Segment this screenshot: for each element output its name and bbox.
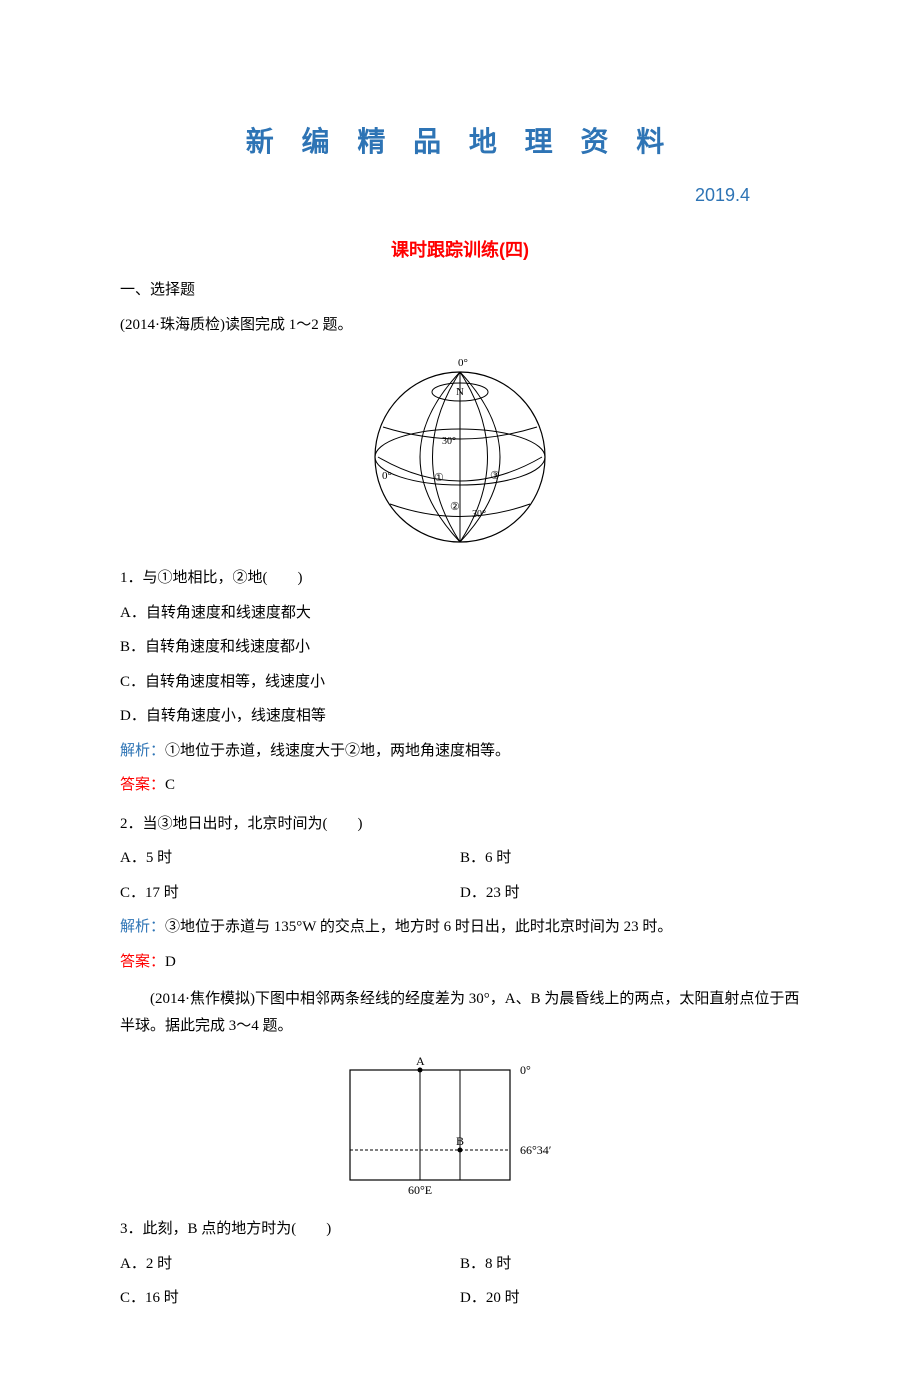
map-svg: A B 0° 66°34′ 60°E — [320, 1050, 600, 1200]
q1-option-d: D．自转角速度小，线速度相等 — [120, 702, 800, 731]
marker-2: ② — [450, 501, 460, 513]
marker-1: ① — [434, 472, 444, 484]
q1-stem: 1．与①地相比，②地( ) — [120, 564, 800, 593]
q2-options-row1: A．5 时 B．6 时 — [120, 844, 800, 873]
q3-options-row1: A．2 时 B．8 时 — [120, 1250, 800, 1279]
label-top-0: 0° — [458, 357, 468, 369]
q1-option-c: C．自转角速度相等，线速度小 — [120, 668, 800, 697]
answer-label: 答案： — [120, 777, 165, 793]
q1-analysis: 解析：①地位于赤道，线速度大于②地，两地角速度相等。 — [120, 737, 800, 766]
label-a: A — [416, 1054, 425, 1068]
globe-svg: 0° N 30° 0° 30° ① ② ③ — [350, 349, 570, 549]
q1-analysis-text: ①地位于赤道，线速度大于②地，两地角速度相等。 — [165, 743, 510, 759]
label-lat66: 66°34′ — [520, 1143, 552, 1157]
q2-answer: 答案：D — [120, 948, 800, 977]
figure-1-globe: 0° N 30° 0° 30° ① ② ③ — [120, 349, 800, 554]
q3-option-b: B．8 时 — [460, 1250, 800, 1279]
section-title: 一、选择题 — [120, 277, 800, 304]
q3-stem: 3．此刻，B 点的地方时为( ) — [120, 1215, 800, 1244]
q3-option-c: C．16 时 — [120, 1284, 460, 1313]
q2-option-b: B．6 时 — [460, 844, 800, 873]
q1-option-a: A．自转角速度和线速度都大 — [120, 599, 800, 628]
label-lat30-bottom: 30° — [472, 509, 486, 520]
q1-answer: 答案：C — [120, 771, 800, 800]
subtitle: 课时跟踪训练(四) — [120, 236, 800, 262]
marker-3: ③ — [490, 470, 500, 482]
q2-stem: 2．当③地日出时，北京时间为( ) — [120, 810, 800, 839]
label-lat0: 0° — [520, 1063, 531, 1077]
label-lon60: 60°E — [408, 1183, 432, 1197]
q3-option-d: D．20 时 — [460, 1284, 800, 1313]
label-b: B — [456, 1134, 464, 1148]
q3-option-a: A．2 时 — [120, 1250, 460, 1279]
question-intro-2: (2014·焦作模拟)下图中相邻两条经线的经度差为 30°，A、B 为晨昏线上的… — [120, 986, 800, 1040]
figure-2-map: A B 0° 66°34′ 60°E — [120, 1050, 800, 1205]
analysis-label: 解析： — [120, 743, 165, 759]
q2-option-c: C．17 时 — [120, 879, 460, 908]
question-intro-1: (2014·珠海质检)读图完成 1～2 题。 — [120, 312, 800, 339]
label-lat30-top: 30° — [442, 436, 456, 447]
label-pole-n: N — [456, 386, 464, 398]
q3-options-row2: C．16 时 D．20 时 — [120, 1284, 800, 1313]
q1-option-b: B．自转角速度和线速度都小 — [120, 633, 800, 662]
q2-analysis: 解析：③地位于赤道与 135°W 的交点上，地方时 6 时日出，此时北京时间为 … — [120, 913, 800, 942]
answer-label: 答案： — [120, 954, 165, 970]
label-lat0-left: 0° — [382, 470, 392, 482]
main-title: 新 编 精 品 地 理 资 料 — [120, 120, 800, 160]
q2-option-a: A．5 时 — [120, 844, 460, 873]
date-label: 2019.4 — [120, 185, 800, 206]
q2-analysis-text: ③地位于赤道与 135°W 的交点上，地方时 6 时日出，此时北京时间为 23 … — [165, 919, 672, 935]
analysis-label: 解析： — [120, 919, 165, 935]
q2-option-d: D．23 时 — [460, 879, 800, 908]
q2-answer-text: D — [165, 954, 176, 970]
q1-answer-text: C — [165, 777, 175, 793]
q2-options-row2: C．17 时 D．23 时 — [120, 879, 800, 908]
